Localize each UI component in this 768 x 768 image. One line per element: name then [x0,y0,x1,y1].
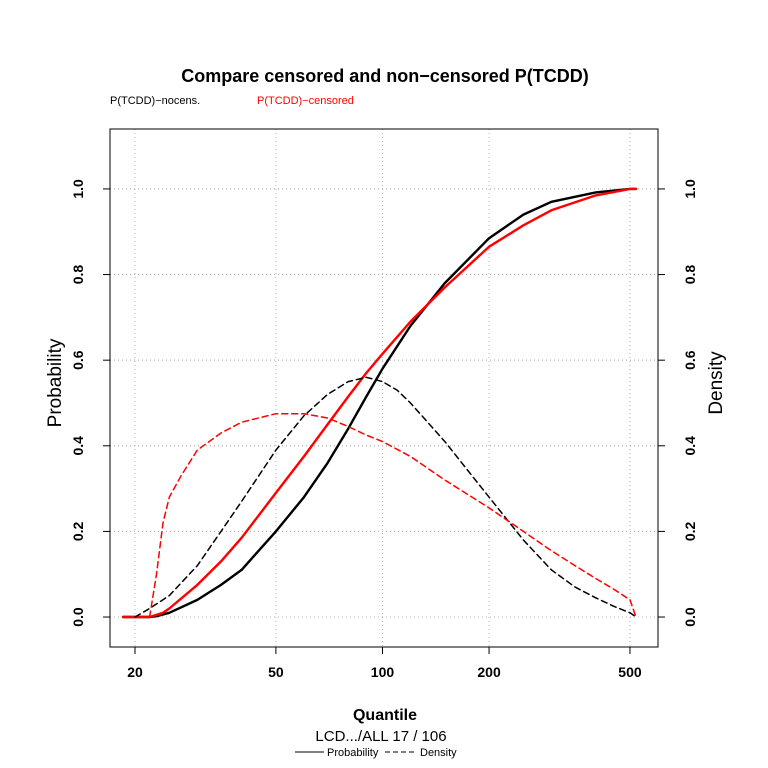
x-tick-label: 100 [371,664,395,680]
x-tick-label: 20 [127,664,143,680]
y2-tick-label: 0.6 [682,350,698,370]
linetype-legend-density: Density [420,747,457,759]
x-axis-label: Quantile [353,707,417,724]
series-line-density-censored [148,412,637,618]
y2-tick-label: 1.0 [682,179,698,199]
y-tick-label: 1.0 [70,179,86,199]
x-tick-label: 200 [477,664,501,680]
legend-label-censored: P(TCDD)−censored [257,95,354,107]
y-tick-label: 0.4 [70,436,86,456]
plot-frame [109,128,659,648]
y-tick-label: 0.0 [70,607,86,627]
x-tick-label: 50 [268,664,284,680]
y-axis-label: Probability [45,338,66,427]
x-tick-label: 500 [618,664,642,680]
y2-tick-label: 0.0 [682,607,698,627]
linetype-legend-probability: Probability [327,747,379,759]
y2-tick-label: 0.4 [682,436,698,456]
grid [110,129,658,647]
y-tick-label: 0.8 [70,265,86,285]
series-line-probability-nocens [121,187,638,619]
chart-subtitle: LCD.../ALL 17 / 106 [315,728,446,745]
series-layer [121,187,638,619]
legend-label-nocens: P(TCDD)−nocens. [110,95,200,107]
series-line-probability-censored [121,187,638,619]
y-tick-label: 0.6 [70,350,86,370]
chart-title: Compare censored and non−censored P(TCDD… [181,66,589,86]
axis-ticks: 20 50 100 200 500 0.0 0.2 0.4 0.6 0.8 1.0 0.0 0.2 0.4… [70,179,698,680]
y-tick-label: 0.2 [70,521,86,541]
y2-tick-label: 0.2 [682,521,698,541]
y2-tick-label: 0.8 [682,265,698,285]
y2-axis-label: Density [706,351,727,415]
